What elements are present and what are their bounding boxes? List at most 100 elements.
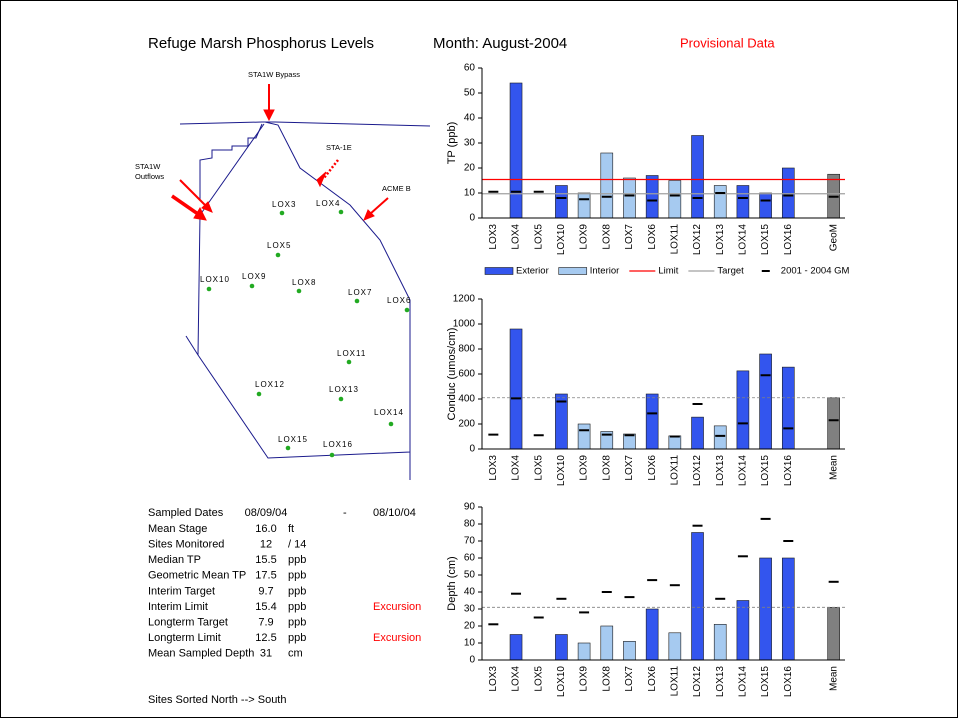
site-dot [275, 252, 281, 258]
arrows [171, 84, 389, 221]
x-tick-label: GeoM [828, 224, 839, 251]
x-tick-label: LOX10 [556, 224, 567, 256]
site-dot [279, 210, 285, 216]
bar [555, 634, 568, 661]
bar [759, 557, 772, 661]
bar [577, 423, 591, 450]
legend-swatch [484, 267, 514, 275]
bar [577, 192, 591, 219]
x-tick-label: LOX15 [760, 224, 771, 256]
x-tick-label: LOX11 [669, 666, 680, 697]
stat-flag: Excursion [373, 601, 421, 613]
x-tick-label: LOX10 [556, 455, 567, 487]
stat-value: 08/09/04 [245, 507, 288, 519]
y-tick-label: 0 [469, 444, 475, 455]
stat-value: 7.9 [258, 617, 273, 629]
map-label: STA1W [135, 162, 161, 171]
x-tick-label: LOX3 [488, 666, 499, 692]
stat-flag: Excursion [373, 632, 421, 644]
x-tick-label: LOX8 [601, 224, 612, 250]
x-tick-label: LOX14 [738, 455, 749, 487]
x-tick-label: LOX12 [692, 455, 703, 487]
arrow [179, 179, 207, 207]
site-label: LOX10 [200, 275, 230, 284]
stat-value: 15.4 [255, 601, 276, 613]
legend-label: Limit [658, 266, 678, 277]
y-tick-label: 400 [458, 394, 475, 405]
canal [179, 121, 431, 127]
y-tick-label: 1000 [453, 319, 476, 330]
bar [827, 397, 840, 450]
bar [577, 642, 591, 661]
stat-unit: ppb [288, 601, 306, 613]
site-dot [329, 452, 335, 458]
x-tick-label: LOX6 [647, 455, 658, 481]
arrow [171, 194, 199, 216]
y-axis-label: Depth (cm) [446, 556, 458, 610]
y-tick-label: 50 [464, 88, 476, 99]
y-tick-label: 1200 [453, 294, 476, 305]
site-label: LOX8 [292, 278, 316, 287]
arrow-head [201, 201, 213, 213]
map-label: ACME B [382, 184, 411, 193]
stat-value: 12 [260, 539, 272, 551]
site-label: LOX15 [278, 435, 308, 444]
bar [736, 600, 750, 661]
bar [668, 180, 682, 219]
x-tick-label: LOX3 [488, 224, 499, 250]
stat-label: Sampled Dates [148, 507, 224, 519]
arrow-head [193, 206, 207, 221]
bar [713, 185, 727, 219]
site-dot [338, 396, 344, 402]
x-tick-label: LOX4 [511, 224, 522, 250]
footer: Sites Sorted North --> South [148, 694, 286, 706]
y-tick-label: 30 [464, 138, 476, 149]
site-label: LOX6 [387, 296, 411, 305]
site-dot [285, 445, 291, 451]
canal [199, 123, 263, 200]
x-tick-label: LOX16 [783, 455, 794, 487]
bar [713, 623, 727, 661]
y-tick-label: 40 [464, 587, 476, 598]
x-tick-label: LOX12 [692, 224, 703, 256]
map-label: Outflows [135, 172, 164, 181]
x-tick-label: LOX6 [647, 224, 658, 250]
bar [691, 135, 704, 219]
x-tick-label: LOX10 [556, 666, 567, 698]
marsh-boundary [197, 121, 411, 459]
stat-separator: - [343, 507, 347, 519]
site-dot [404, 307, 410, 313]
y-tick-label: 10 [464, 188, 476, 199]
bar [736, 370, 750, 450]
stat-label: Longterm Limit [148, 632, 221, 644]
bar [781, 167, 795, 219]
x-tick-label: LOX3 [488, 455, 499, 481]
y-tick-label: 800 [458, 344, 475, 355]
x-tick-label: LOX14 [738, 666, 749, 698]
site-label: LOX3 [272, 200, 296, 209]
page-title: Refuge Marsh Phosphorus Levels [148, 35, 374, 52]
x-tick-label: LOX11 [669, 455, 680, 486]
y-tick-label: 20 [464, 163, 476, 174]
bar [691, 532, 704, 661]
y-tick-label: 70 [464, 536, 476, 547]
bar [555, 185, 568, 219]
chart: 0 10 20 30 40 50 60 TP (ppb) LOX3 LOX4 LOX5 LOX10 LO… [446, 63, 850, 277]
x-tick-label: LOX5 [533, 455, 544, 481]
stat-label: Interim Target [148, 585, 215, 597]
site-label: LOX11 [337, 349, 366, 358]
canal [185, 335, 199, 356]
arrow-head [263, 109, 275, 122]
bar [827, 606, 840, 661]
y-tick-label: 80 [464, 519, 476, 530]
y-tick-label: 0 [469, 655, 475, 666]
x-tick-label: LOX7 [624, 455, 635, 481]
x-tick-label: LOX16 [783, 666, 794, 698]
site-dot [256, 391, 262, 397]
x-tick-label: LOX8 [601, 666, 612, 692]
bar [713, 425, 727, 450]
site-label: LOX12 [255, 380, 285, 389]
stat-label: Mean Stage [148, 523, 207, 535]
sites: LOX3 LOX4 LOX5 LOX10 LOX9 LOX8 LOX7 LOX6 LOX11 LO… [200, 199, 411, 458]
